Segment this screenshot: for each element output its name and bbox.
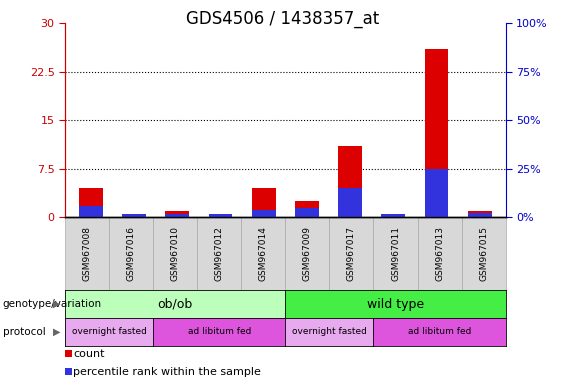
Bar	[381, 214, 405, 217]
Text: GSM967012: GSM967012	[215, 227, 224, 281]
Bar	[166, 214, 189, 217]
Bar	[425, 49, 449, 217]
Bar	[208, 215, 232, 217]
Text: GSM967015: GSM967015	[479, 226, 488, 281]
Text: ad libitum fed: ad libitum fed	[408, 327, 471, 336]
Text: ob/ob: ob/ob	[158, 298, 193, 311]
Text: GDS4506 / 1438357_at: GDS4506 / 1438357_at	[186, 10, 379, 28]
Bar	[468, 214, 492, 217]
Text: wild type: wild type	[367, 298, 424, 311]
Text: ▶: ▶	[53, 327, 60, 337]
Bar	[252, 188, 276, 217]
Bar	[295, 201, 319, 217]
Text: GSM967010: GSM967010	[171, 226, 180, 281]
Text: GSM967009: GSM967009	[303, 226, 312, 281]
Text: count: count	[73, 349, 105, 359]
Bar	[338, 188, 362, 217]
Text: GSM967016: GSM967016	[127, 226, 136, 281]
Text: genotype/variation: genotype/variation	[3, 299, 102, 309]
Bar	[79, 188, 103, 217]
Bar	[122, 214, 146, 217]
Text: GSM967013: GSM967013	[435, 226, 444, 281]
Text: overnight fasted: overnight fasted	[292, 327, 367, 336]
Bar	[425, 169, 449, 217]
Bar	[79, 206, 103, 217]
Bar	[166, 211, 189, 217]
Text: GSM967014: GSM967014	[259, 227, 268, 281]
Text: protocol: protocol	[3, 327, 46, 337]
Text: percentile rank within the sample: percentile rank within the sample	[73, 367, 262, 377]
Text: overnight fasted: overnight fasted	[72, 327, 146, 336]
Bar	[295, 208, 319, 217]
Text: ▶: ▶	[53, 299, 60, 309]
Text: ad libitum fed: ad libitum fed	[188, 327, 251, 336]
Bar	[122, 214, 146, 217]
Bar	[338, 146, 362, 217]
Text: GSM967011: GSM967011	[391, 226, 400, 281]
Text: GSM967017: GSM967017	[347, 226, 356, 281]
Bar	[208, 214, 232, 217]
Bar	[468, 211, 492, 217]
Text: GSM967008: GSM967008	[82, 226, 92, 281]
Bar	[252, 210, 276, 217]
Bar	[381, 216, 405, 217]
